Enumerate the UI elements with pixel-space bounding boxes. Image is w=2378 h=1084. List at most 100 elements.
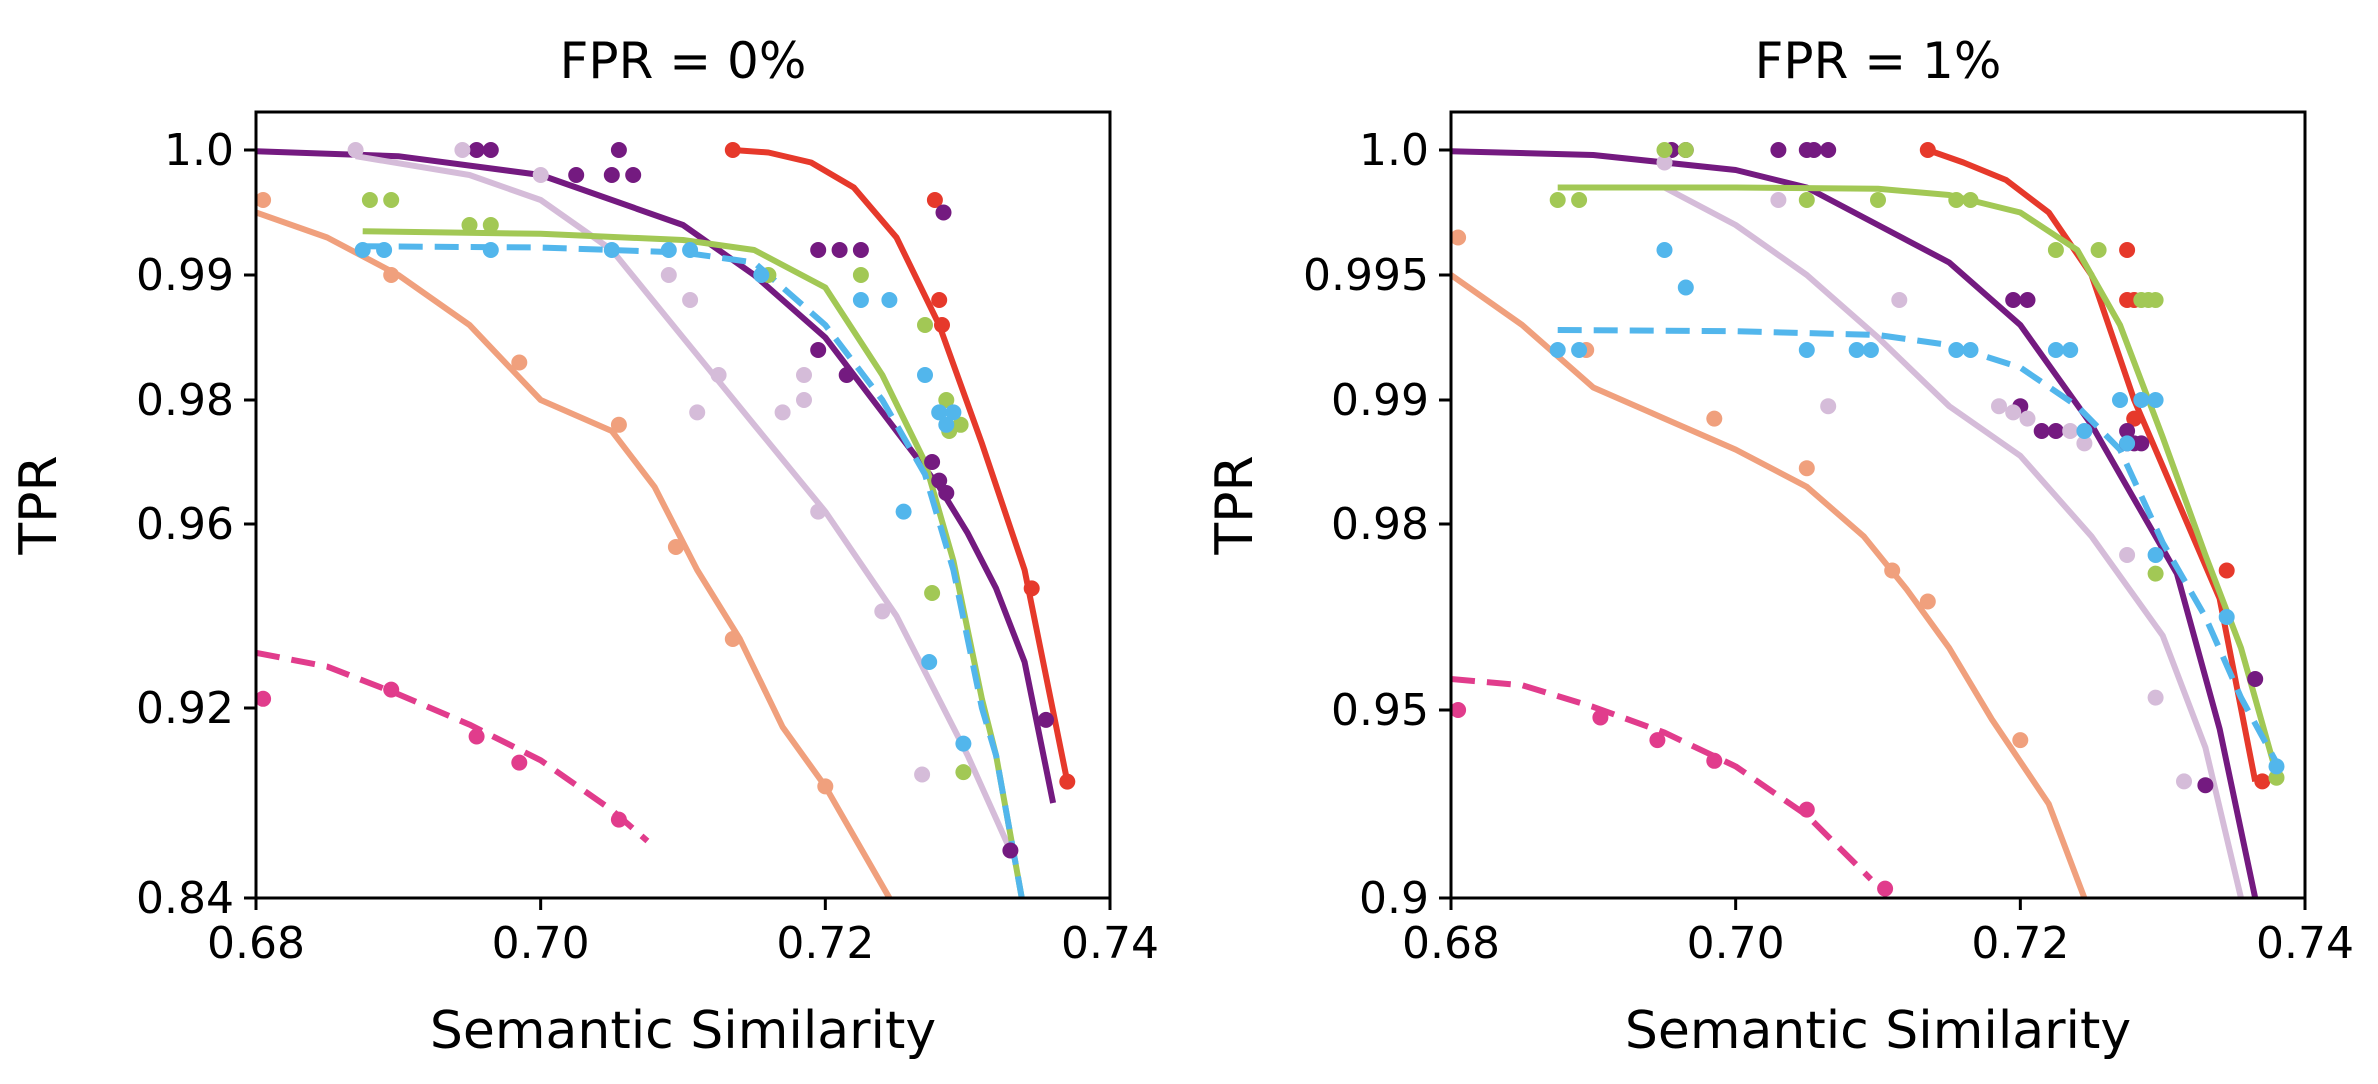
series-0-point	[926, 192, 943, 208]
series-5-point	[482, 242, 499, 258]
series-6-point	[511, 754, 528, 771]
series-2-point	[2176, 773, 2192, 790]
series-5-point	[1656, 242, 1673, 258]
series-2-point	[2147, 689, 2164, 706]
series-2-fit-line	[355, 153, 1014, 852]
series-2-point	[2019, 410, 2036, 427]
series-5-point	[1848, 342, 1865, 358]
series-3-point	[1919, 593, 1936, 610]
series-1-point	[938, 485, 955, 501]
y-tick-label: 0.84	[136, 873, 234, 924]
series-1-point	[810, 342, 827, 358]
series-0-point	[724, 142, 741, 158]
chart-panel-fpr-1: 0.68 0.70 0.72 0.74 0.9 0.95 0.98 0.99 0.995 1.0 F…	[1205, 32, 2354, 1061]
series-6-fit-line	[1451, 676, 1874, 882]
series-1-point	[1805, 142, 1822, 158]
series-1-point	[2133, 435, 2150, 452]
series-1-point	[610, 142, 627, 158]
series-3-point	[511, 354, 528, 371]
series-1-point	[931, 472, 948, 489]
series-4-point	[361, 192, 378, 208]
x-tick-label: 0.72	[776, 918, 874, 969]
series-5-point	[955, 735, 972, 752]
series-3-point	[1798, 460, 1815, 477]
series-5-point	[2268, 758, 2285, 775]
series-6-fit-line	[256, 649, 650, 844]
series-5-point	[2218, 609, 2235, 625]
y-tick-label: 0.995	[1303, 250, 1429, 301]
series-5-point	[1948, 342, 1965, 358]
series-5-point	[2147, 392, 2164, 408]
series-4-point	[383, 192, 400, 208]
series-3-point	[1884, 562, 1901, 579]
x-tick-label: 0.70	[1687, 918, 1785, 969]
series-1-point	[2033, 423, 2050, 439]
series-6-point	[1798, 801, 1815, 818]
series-2-point	[660, 267, 677, 283]
x-axis-label: Semantic Similarity	[430, 1001, 936, 1061]
series-4-point	[952, 416, 969, 433]
series-2-point	[1991, 398, 2007, 415]
y-tick-label: 0.99	[136, 250, 234, 301]
y-axis-label: TPR	[1205, 455, 1265, 555]
series-3-point	[2012, 732, 2029, 749]
series-2-point	[1656, 154, 1673, 171]
chart-panel-fpr-0: 0.68 0.70 0.72 0.74 0.84 0.92 0.96 0.98 0.99 1.0 F…	[9, 32, 1159, 1061]
series-5-point	[753, 267, 770, 283]
series-2-point	[1770, 192, 1787, 208]
series-0-point	[1919, 142, 1936, 158]
series-1-fit-line	[256, 148, 1057, 804]
series-0-point	[1059, 773, 1076, 790]
series-2-point	[914, 766, 931, 783]
y-tick-label: 0.92	[136, 683, 234, 734]
series-1-point	[468, 142, 485, 158]
series-4-point	[2090, 242, 2107, 258]
series-6-point	[610, 811, 627, 828]
series-5-point	[603, 242, 620, 258]
series-0-point	[934, 317, 950, 333]
series-5-point	[895, 503, 912, 520]
series-5-point	[931, 404, 948, 421]
series-4-point	[852, 267, 869, 283]
series-4-point	[461, 217, 478, 233]
series-5-point	[1549, 342, 1566, 358]
series-1-point	[924, 454, 941, 470]
series-4-point	[2047, 242, 2064, 258]
y-tick-label: 0.98	[1331, 499, 1429, 550]
series-5-point	[1677, 279, 1694, 296]
x-tick-label: 0.74	[2256, 918, 2354, 969]
series-3-point	[1706, 410, 1723, 427]
y-tick-label: 1.0	[1359, 125, 1429, 176]
series-1-point	[603, 167, 620, 183]
series-5-point	[2119, 435, 2136, 452]
series-4-point	[482, 217, 499, 233]
series-4-fit-line	[1557, 184, 2280, 775]
series-2-fit-line	[1663, 184, 2244, 898]
y-tick-label: 0.98	[136, 375, 234, 426]
series-4-point	[1656, 142, 1673, 158]
series-3-point	[724, 631, 741, 647]
series-3-point	[1451, 229, 1467, 246]
series-4-point	[917, 317, 933, 333]
series-1-point	[625, 167, 642, 183]
series-0-point	[2254, 773, 2271, 790]
series-3-point	[383, 267, 400, 283]
series-5-fit-line	[1557, 327, 2280, 765]
series-6-point	[1706, 752, 1723, 769]
series-2-point	[682, 292, 699, 308]
series-3-point	[817, 778, 834, 795]
plot-frame	[1449, 110, 2307, 900]
series-1-point	[1038, 711, 1054, 728]
chart-title: FPR = 1%	[1755, 32, 2002, 90]
series-3-point	[256, 192, 272, 208]
series-5-point	[2147, 547, 2164, 563]
series-2-point	[796, 392, 812, 408]
series-2-point	[2005, 404, 2022, 421]
series-6-point	[1592, 709, 1609, 726]
series-5-point	[1962, 342, 1979, 358]
series-6-point	[1649, 732, 1666, 749]
y-axis-label: TPR	[9, 455, 69, 555]
series-6-point	[1877, 880, 1894, 897]
series-5-point	[354, 242, 371, 258]
series-4-point	[1870, 192, 1886, 208]
